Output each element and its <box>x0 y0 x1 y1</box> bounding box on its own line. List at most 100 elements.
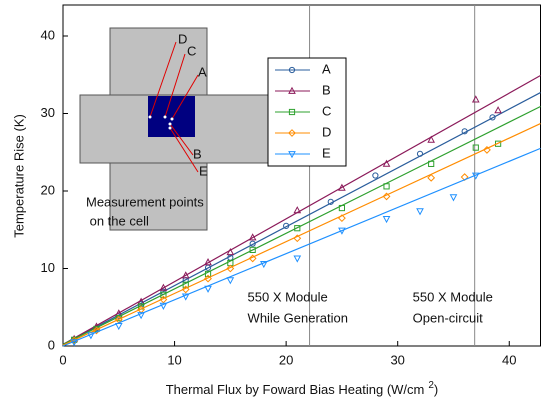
point <box>293 234 302 243</box>
point <box>338 183 346 191</box>
pointer-lines <box>149 41 199 173</box>
legend-label: C <box>322 103 331 118</box>
x-axis-label-main: Thermal Flux by Foward Bias Heating (W/c… <box>166 382 425 397</box>
point <box>288 86 296 94</box>
point <box>288 66 296 74</box>
point <box>283 222 290 229</box>
point <box>181 293 190 301</box>
annotation: Open-circuit <box>413 310 483 325</box>
annotation: While Generation <box>248 310 348 325</box>
point <box>182 281 189 288</box>
legend-label: E <box>322 145 331 160</box>
point <box>471 95 480 103</box>
points <box>148 115 174 130</box>
point <box>204 285 212 293</box>
point <box>372 172 379 179</box>
inset-caption: on the cell <box>86 213 149 228</box>
point <box>87 332 95 340</box>
point <box>159 302 168 310</box>
x-tick-label: 40 <box>502 352 516 367</box>
x-axis-label-end: ) <box>434 382 438 397</box>
point <box>288 108 296 116</box>
point <box>159 295 168 304</box>
point <box>382 159 391 167</box>
point <box>159 283 168 291</box>
y-tick-label: 30 <box>41 105 55 120</box>
point <box>416 150 424 157</box>
series <box>62 147 541 347</box>
point <box>449 194 458 202</box>
point <box>461 128 468 135</box>
point <box>226 264 235 273</box>
point <box>495 140 502 147</box>
point <box>293 255 302 263</box>
point <box>137 312 145 320</box>
point <box>204 270 212 278</box>
point <box>294 225 301 232</box>
point <box>382 192 391 201</box>
point <box>114 322 123 331</box>
point <box>249 240 256 247</box>
x-axis-label-sup: 2 <box>428 380 434 391</box>
point <box>489 114 496 121</box>
point <box>288 151 296 159</box>
x-tick-label: 20 <box>279 352 293 367</box>
point <box>288 129 296 137</box>
fit-line <box>62 105 541 345</box>
point <box>427 135 436 143</box>
x-axis-label: Thermal Flux by Foward Bias Heating (W/c… <box>166 380 439 398</box>
inset-label: D <box>178 31 187 46</box>
point <box>226 277 235 285</box>
series <box>62 75 541 345</box>
y-axis-label: Temperature Rise (K) <box>11 114 26 238</box>
x-tick-label: 30 <box>390 352 404 367</box>
legend-label: A <box>322 61 331 76</box>
point <box>248 233 257 241</box>
point <box>181 285 190 294</box>
point <box>92 326 101 335</box>
inset-diagram: D C A B E Measurement points on the cell <box>79 27 284 231</box>
point <box>70 339 78 347</box>
annotation: 550 X Module <box>248 289 328 304</box>
x-tick-label: 0 <box>59 352 66 367</box>
inset-label: C <box>187 43 196 58</box>
point <box>382 216 391 224</box>
point <box>383 183 390 190</box>
inset-caption: Measurement points <box>86 194 204 209</box>
point <box>472 144 479 151</box>
point <box>249 246 256 254</box>
y-tick-label: 10 <box>41 260 55 275</box>
point <box>293 206 302 214</box>
legend-label: B <box>322 82 331 97</box>
point <box>338 227 346 235</box>
point <box>483 146 491 154</box>
point <box>338 214 346 223</box>
point <box>494 106 502 114</box>
point <box>248 254 257 263</box>
point <box>204 274 212 283</box>
point <box>416 208 424 216</box>
fit-line <box>62 75 541 345</box>
inset-label: A <box>198 64 207 79</box>
inset-label: B <box>193 146 202 161</box>
legend-label: D <box>322 124 331 139</box>
y-tick-label: 40 <box>41 27 55 42</box>
y-tick-label: 20 <box>41 182 55 197</box>
point <box>226 247 235 256</box>
series <box>62 123 541 346</box>
annotation: 550 X Module <box>413 289 493 304</box>
point <box>160 291 167 298</box>
point <box>204 258 212 266</box>
point <box>428 160 435 167</box>
x-tick-label: 10 <box>167 352 181 367</box>
point <box>259 260 268 269</box>
point <box>181 271 190 279</box>
point <box>427 173 436 182</box>
y-tick-label: 0 <box>48 337 55 352</box>
point <box>327 198 334 205</box>
point <box>471 172 480 180</box>
inset-label: E <box>199 163 208 178</box>
point <box>338 204 346 212</box>
